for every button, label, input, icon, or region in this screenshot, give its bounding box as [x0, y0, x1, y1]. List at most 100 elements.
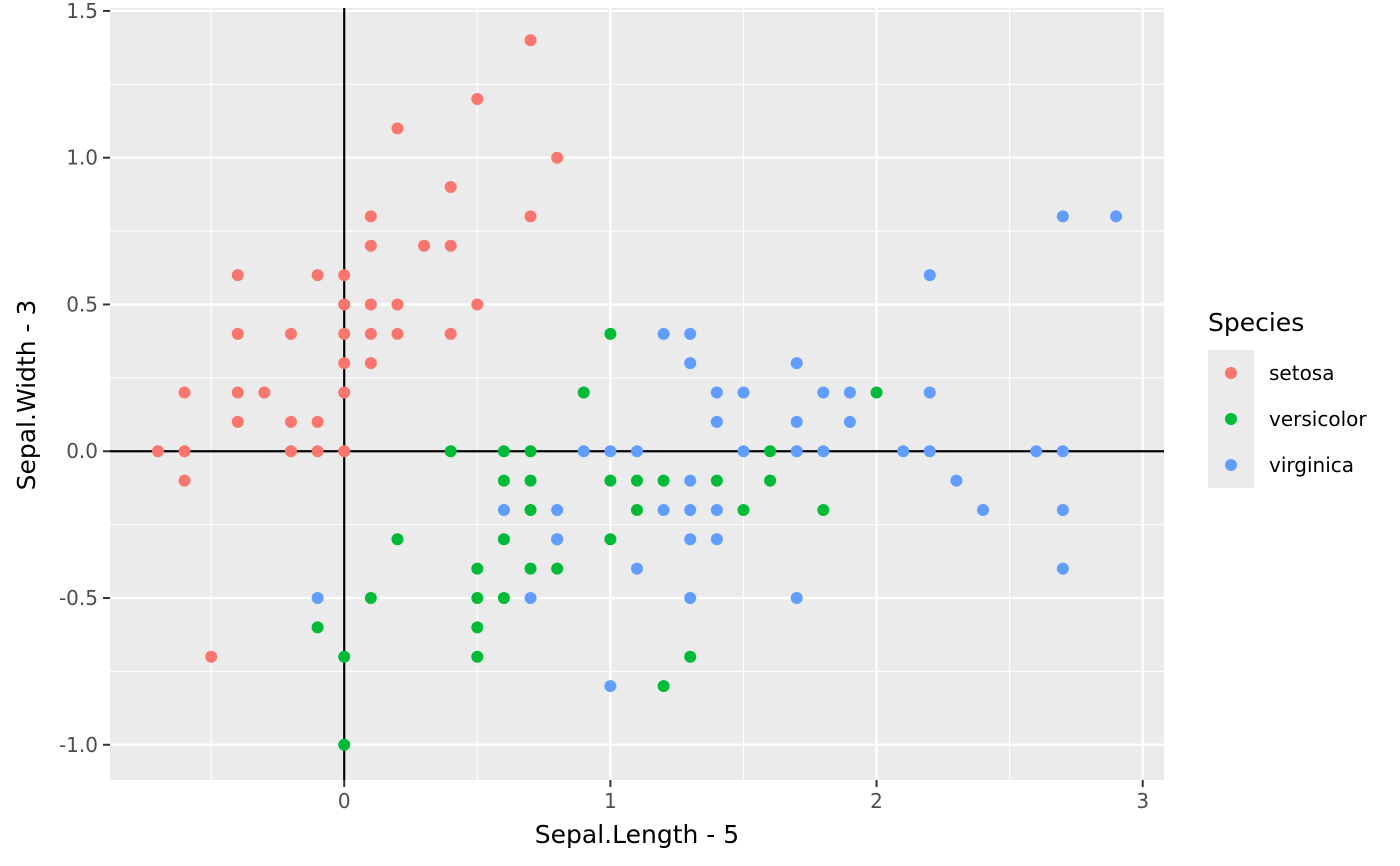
legend-title: Species — [1208, 308, 1304, 337]
y-tick-label: 0.5 — [66, 292, 98, 316]
data-point-virginica — [710, 415, 723, 428]
data-point-virginica — [817, 445, 830, 458]
data-point-versicolor — [444, 445, 457, 458]
data-point-setosa — [311, 445, 324, 458]
data-point-setosa — [338, 269, 351, 282]
data-point-versicolor — [631, 503, 643, 516]
data-point-setosa — [471, 298, 484, 311]
data-point-virginica — [551, 533, 564, 546]
data-point-setosa — [364, 298, 377, 311]
legend-key-virginica — [1225, 459, 1237, 471]
data-point-virginica — [950, 474, 963, 487]
data-point-versicolor — [391, 533, 404, 546]
data-point-virginica — [817, 386, 830, 399]
data-point-setosa — [231, 269, 244, 282]
data-point-setosa — [551, 151, 564, 164]
data-point-versicolor — [604, 327, 617, 340]
legend-key-setosa — [1225, 367, 1237, 379]
data-point-virginica — [684, 503, 697, 516]
data-point-versicolor — [471, 621, 484, 634]
data-point-versicolor — [338, 650, 351, 663]
data-point-versicolor — [737, 503, 750, 516]
data-point-virginica — [1056, 210, 1069, 223]
data-point-virginica — [684, 533, 697, 546]
data-point-virginica — [497, 503, 510, 516]
data-point-setosa — [338, 357, 351, 370]
data-point-versicolor — [524, 474, 537, 487]
data-point-versicolor — [657, 474, 670, 487]
data-point-versicolor — [764, 474, 777, 487]
data-point-virginica — [684, 357, 697, 370]
data-point-versicolor — [870, 386, 883, 399]
data-point-virginica — [684, 592, 697, 605]
data-point-virginica — [710, 386, 723, 399]
plot-panel — [110, 8, 1164, 780]
legend-label-setosa: setosa — [1269, 361, 1334, 385]
data-point-versicolor — [497, 474, 510, 487]
data-point-versicolor — [497, 445, 510, 458]
data-point-setosa — [338, 327, 351, 340]
data-point-setosa — [364, 210, 377, 223]
data-point-setosa — [524, 210, 537, 223]
data-point-virginica — [657, 327, 670, 340]
data-point-versicolor — [684, 650, 697, 663]
data-point-virginica — [923, 269, 936, 282]
x-tick-label: 0 — [338, 789, 351, 813]
data-point-versicolor — [471, 562, 484, 575]
data-point-setosa — [178, 445, 191, 458]
data-point-setosa — [444, 181, 457, 194]
data-point-virginica — [790, 415, 803, 428]
data-point-virginica — [790, 592, 803, 605]
data-point-virginica — [977, 503, 990, 516]
legend-label-versicolor: versicolor — [1269, 407, 1367, 431]
data-point-versicolor — [524, 503, 537, 516]
data-point-virginica — [790, 357, 803, 370]
data-point-versicolor — [817, 503, 830, 516]
data-point-versicolor — [710, 474, 723, 487]
data-point-versicolor — [311, 621, 324, 634]
x-axis-ticks: 0 1 2 3 — [338, 780, 1149, 813]
data-point-virginica — [897, 445, 910, 458]
data-point-virginica — [1056, 503, 1069, 516]
data-point-setosa — [231, 327, 244, 340]
y-tick-label: 1.0 — [66, 146, 98, 170]
data-point-setosa — [178, 474, 191, 487]
data-point-setosa — [444, 239, 457, 252]
data-point-setosa — [391, 298, 404, 311]
data-point-setosa — [311, 269, 324, 282]
data-point-setosa — [364, 327, 377, 340]
data-point-versicolor — [657, 680, 670, 693]
data-point-virginica — [604, 680, 617, 693]
x-axis-title: Sepal.Length - 5 — [535, 820, 739, 849]
data-point-versicolor — [524, 445, 537, 458]
data-point-setosa — [418, 239, 431, 252]
y-tick-label: -0.5 — [59, 586, 98, 610]
data-point-virginica — [710, 503, 723, 516]
data-point-setosa — [205, 650, 218, 663]
data-point-setosa — [364, 239, 377, 252]
x-tick-label: 2 — [870, 789, 883, 813]
data-point-versicolor — [471, 592, 484, 605]
data-point-virginica — [923, 445, 936, 458]
data-point-versicolor — [551, 562, 564, 575]
legend-label-virginica: virginica — [1269, 453, 1354, 477]
data-point-versicolor — [631, 474, 643, 487]
data-point-virginica — [1056, 562, 1069, 575]
data-point-setosa — [284, 445, 297, 458]
data-point-versicolor — [604, 474, 617, 487]
data-point-virginica — [1110, 210, 1123, 223]
data-point-virginica — [631, 562, 643, 575]
y-tick-label: 0.0 — [66, 439, 98, 463]
data-point-virginica — [657, 503, 670, 516]
data-point-virginica — [577, 445, 590, 458]
data-point-virginica — [631, 445, 643, 458]
data-point-versicolor — [604, 533, 617, 546]
data-point-virginica — [311, 592, 324, 605]
data-point-versicolor — [338, 738, 351, 751]
data-point-virginica — [843, 386, 856, 399]
data-point-setosa — [338, 386, 351, 399]
data-point-virginica — [684, 474, 697, 487]
y-axis-title: Sepal.Width - 3 — [12, 300, 41, 491]
data-point-virginica — [551, 503, 564, 516]
